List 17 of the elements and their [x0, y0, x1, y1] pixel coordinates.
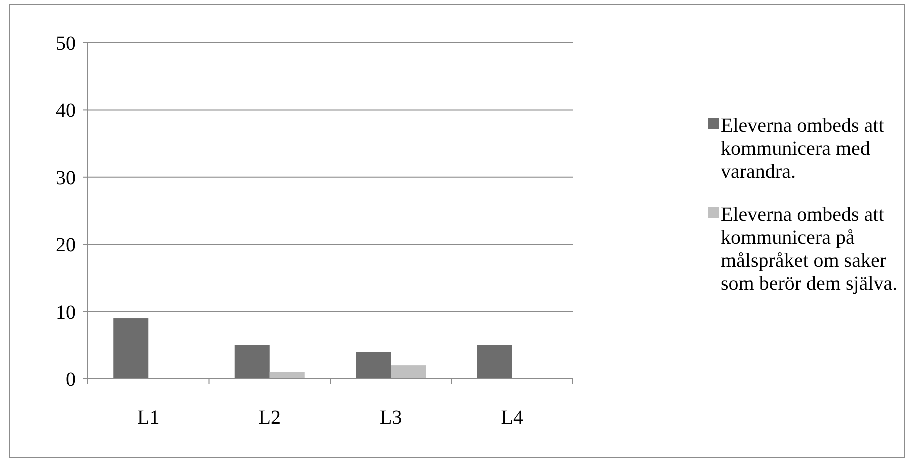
bar	[234, 345, 270, 379]
legend-label: Eleverna ombeds att kommunicera med varandra.	[721, 115, 885, 183]
y-tick-label: 40	[56, 100, 76, 122]
y-tick-label: 0	[66, 369, 76, 391]
y-tick-label: 50	[56, 33, 76, 55]
bar	[356, 352, 392, 379]
x-tick-label: L3	[380, 407, 402, 429]
bar	[477, 345, 512, 379]
bar	[391, 366, 426, 379]
legend-label: Eleverna ombeds att kommunicera på målspråket om saker som berör dem själva.	[721, 204, 898, 295]
x-tick-label: L1	[138, 407, 160, 429]
y-tick-label: 20	[56, 234, 76, 257]
y-tick-label: 30	[56, 167, 76, 190]
y-tick-label: 10	[56, 302, 76, 324]
bar	[114, 318, 149, 379]
x-tick-label: L4	[501, 407, 524, 429]
x-tick-label: L2	[258, 407, 281, 429]
